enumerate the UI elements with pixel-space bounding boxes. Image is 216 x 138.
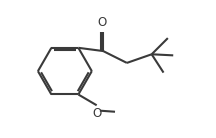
Text: O: O — [98, 16, 107, 30]
Text: O: O — [92, 107, 101, 120]
